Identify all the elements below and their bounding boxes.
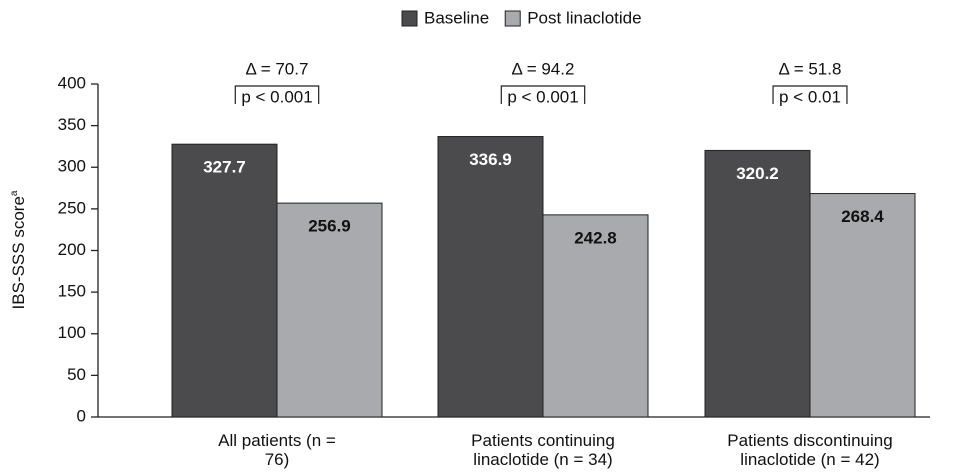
legend-label: Post linaclotide: [527, 8, 641, 27]
bar: [276, 202, 383, 418]
y-tick-label: 350: [58, 115, 86, 134]
bar: [542, 214, 649, 418]
bracket: [772, 85, 848, 104]
x-tick-label: Patients continuing linaclotide (n = 34): [471, 431, 615, 469]
legend-swatch: [401, 10, 418, 27]
y-tick-label: 0: [77, 406, 86, 425]
y-tick-label: 50: [67, 365, 86, 384]
p-label: p < 0.001: [507, 87, 578, 106]
y-axis-label: IBS-SSS scorea: [9, 190, 29, 309]
delta-label: Δ = 51.8: [779, 59, 842, 78]
delta-label: Δ = 70.7: [246, 59, 309, 78]
x-tick-label: Patients discontinuing linaclotide (n = …: [727, 431, 893, 469]
bar: [437, 136, 544, 418]
y-tick-label: 400: [58, 73, 86, 92]
y-tick-label: 100: [58, 323, 86, 342]
y-tick-label: 200: [58, 240, 86, 259]
value-label: 256.9: [308, 217, 351, 236]
bar: [704, 149, 811, 418]
value-label: 268.4: [841, 207, 884, 226]
value-label: 336.9: [469, 150, 512, 169]
bar: [809, 193, 916, 418]
legend-label: Baseline: [424, 8, 489, 27]
legend-swatch: [504, 10, 521, 27]
x-tick-label: All patients (n = 76): [218, 431, 336, 469]
bracket: [234, 85, 320, 104]
value-label: 320.2: [736, 164, 779, 183]
bar: [171, 143, 278, 418]
value-label: 242.8: [574, 228, 617, 247]
y-tick-label: 150: [58, 282, 86, 301]
delta-label: Δ = 94.2: [512, 59, 575, 78]
bracket: [500, 85, 586, 104]
p-label: p < 0.01: [779, 87, 841, 106]
value-label: 327.7: [203, 158, 246, 177]
y-tick-label: 250: [58, 198, 86, 217]
p-label: p < 0.001: [241, 87, 312, 106]
y-tick-label: 300: [58, 157, 86, 176]
